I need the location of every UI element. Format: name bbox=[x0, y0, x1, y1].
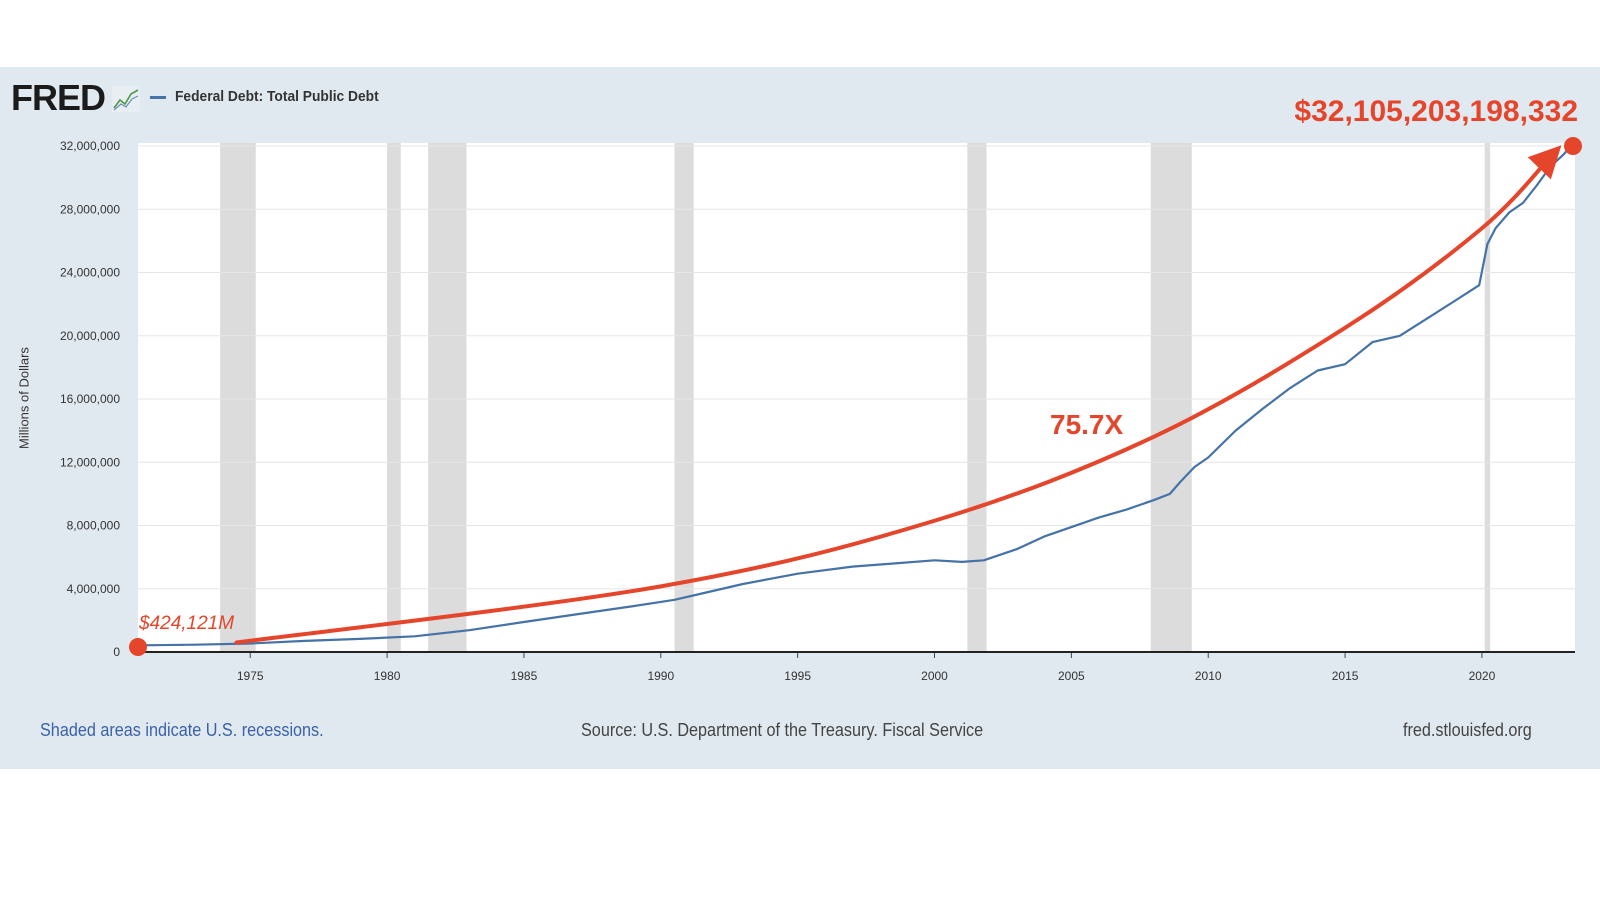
x-tick-label: 1975 bbox=[237, 669, 264, 683]
x-tick-label: 2020 bbox=[1469, 669, 1496, 683]
recession-band-1 bbox=[387, 143, 401, 652]
y-tick-label: 16,000,000 bbox=[60, 392, 120, 406]
recession-band-3 bbox=[674, 143, 694, 652]
recession-band-6 bbox=[1484, 143, 1491, 652]
fred-chart-icon bbox=[112, 86, 140, 112]
plot-background bbox=[138, 143, 1575, 652]
x-tick-labels: 1975 1980 1985 1990 1995 2000 2005 2010 2015 2020 bbox=[237, 652, 1496, 683]
y-tick-labels: 0 4,000,000 8,000,000 12,000,000 16,000,000 2… bbox=[60, 139, 120, 659]
end-point-marker bbox=[1564, 137, 1582, 155]
x-tick-label: 1990 bbox=[647, 669, 674, 683]
recession-shading bbox=[220, 143, 1491, 652]
source-note: Source: U.S. Department of the Treasury.… bbox=[581, 720, 984, 740]
site-link[interactable]: fred.stlouisfed.org bbox=[1403, 720, 1532, 740]
recession-band-0 bbox=[220, 143, 256, 652]
x-tick-label: 1995 bbox=[784, 669, 811, 683]
recession-band-4 bbox=[967, 143, 987, 652]
recession-note-link[interactable]: Shaded areas indicate U.S. recessions. bbox=[40, 720, 324, 740]
y-tick-label: 12,000,000 bbox=[60, 455, 120, 469]
end-value-annotation: $32,105,203,198,332 bbox=[1294, 95, 1578, 128]
x-tick-label: 2005 bbox=[1058, 669, 1085, 683]
start-value-annotation: $424,121M bbox=[138, 613, 234, 634]
series-line-federal-debt bbox=[140, 143, 1574, 647]
series-lines bbox=[140, 143, 1574, 647]
legend-series-swatch bbox=[150, 96, 166, 99]
x-tick-label: 1985 bbox=[511, 669, 538, 683]
x-tick-label: 2015 bbox=[1332, 669, 1359, 683]
fred-logo[interactable]: FRED bbox=[11, 77, 106, 118]
y-tick-label: 32,000,000 bbox=[60, 139, 120, 153]
y-tick-label: 24,000,000 bbox=[60, 266, 120, 280]
x-tick-label: 1980 bbox=[374, 669, 401, 683]
multiplier-annotation: 75.7X bbox=[1050, 409, 1123, 440]
legend-series-label: Federal Debt: Total Public Debt bbox=[175, 88, 379, 105]
start-point-marker bbox=[129, 638, 147, 656]
y-tick-label: 0 bbox=[113, 645, 120, 659]
y-tick-label: 8,000,000 bbox=[67, 519, 121, 533]
x-tick-label: 2000 bbox=[921, 669, 948, 683]
x-tick-label: 2010 bbox=[1195, 669, 1222, 683]
y-tick-label: 4,000,000 bbox=[67, 582, 121, 596]
y-tick-label: 28,000,000 bbox=[60, 202, 120, 216]
recession-band-5 bbox=[1150, 143, 1192, 652]
y-tick-label: 20,000,000 bbox=[60, 329, 120, 343]
recession-band-2 bbox=[428, 143, 467, 652]
trend-arrow-annotation bbox=[234, 145, 1562, 645]
